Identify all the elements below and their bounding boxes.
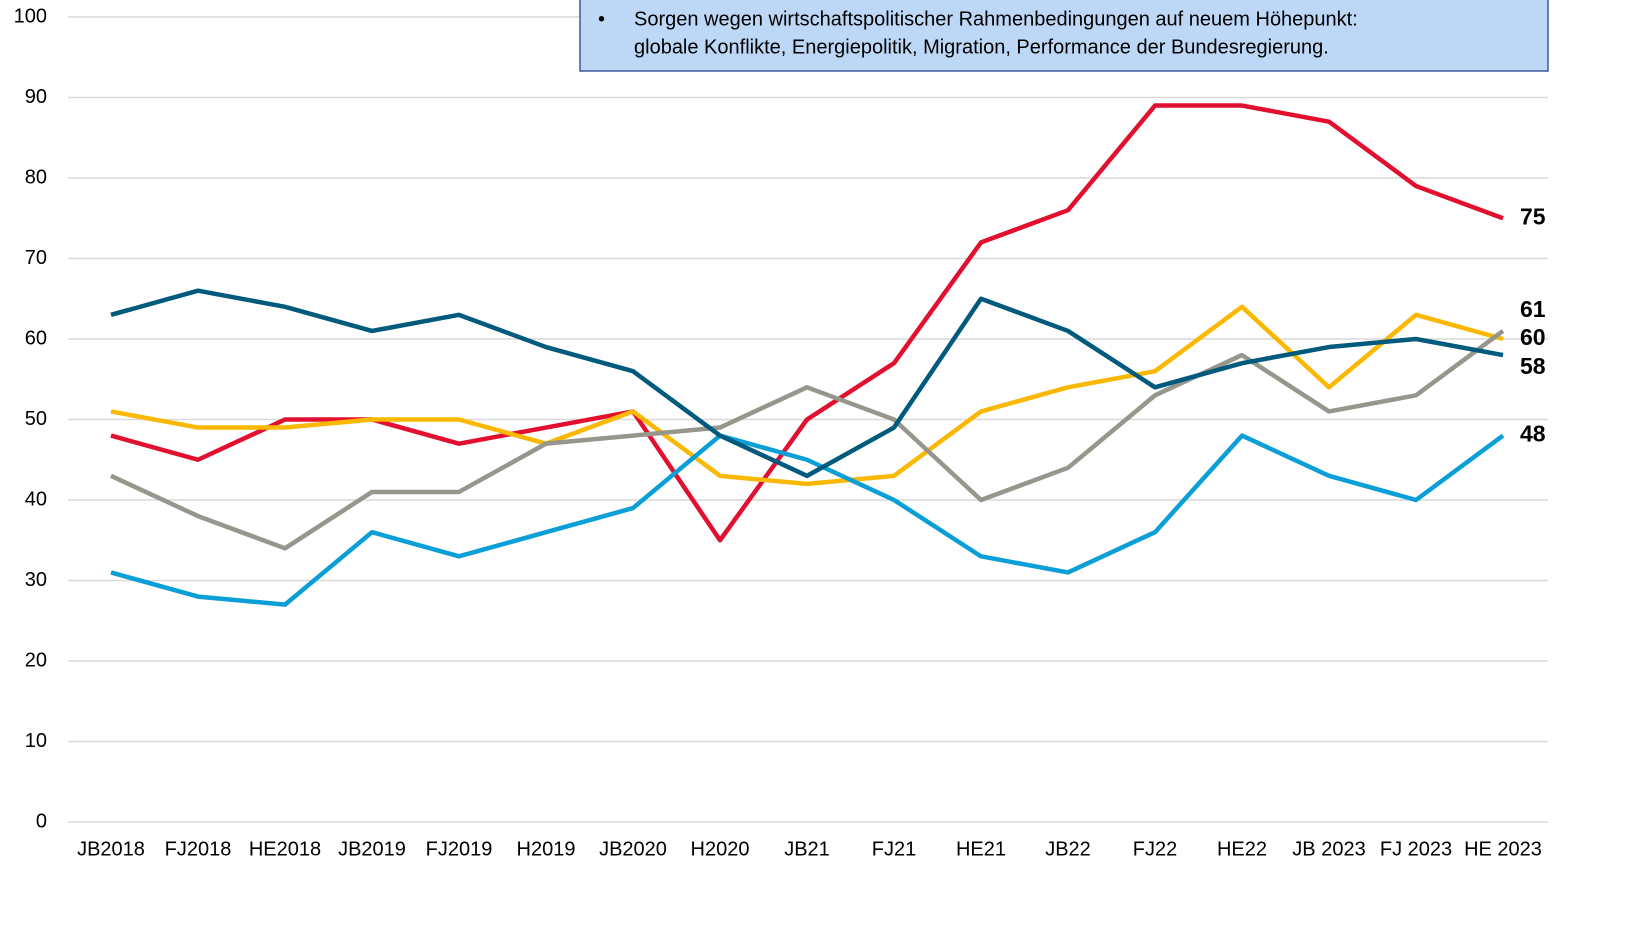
y-tick-label: 80: [25, 166, 47, 188]
end-value-label: 61: [1520, 296, 1546, 322]
x-tick-label: JB21: [784, 838, 830, 860]
x-tick-label: HE2018: [249, 838, 321, 860]
end-value-label: 48: [1520, 421, 1546, 447]
x-tick-label: JB2018: [77, 838, 145, 860]
y-tick-label: 50: [25, 408, 47, 430]
series-line: [110, 288, 1504, 479]
y-tick-label: 30: [25, 569, 47, 591]
annotation-box: [579, 0, 1549, 72]
y-tick-label: 0: [36, 810, 47, 832]
x-tick-label: H2020: [691, 838, 750, 860]
x-tick-label: JB2020: [599, 838, 667, 860]
annotation-bullet: •: [598, 8, 605, 30]
end-value-label: 58: [1520, 353, 1546, 379]
end-value-label: 60: [1520, 324, 1546, 350]
annotation-text: globale Konflikte, Energiepolitik, Migra…: [634, 36, 1329, 58]
series-line: [110, 329, 1505, 551]
y-tick-label: 10: [25, 730, 47, 752]
x-tick-label: JB 2023: [1292, 838, 1365, 860]
x-tick-label: FJ2019: [426, 838, 493, 860]
x-tick-label: FJ2018: [165, 838, 232, 860]
x-tick-label: JB2019: [338, 838, 406, 860]
x-tick-label: HE22: [1217, 838, 1267, 860]
x-tick-label: HE21: [956, 838, 1006, 860]
y-tick-label: 20: [25, 649, 47, 671]
series-line: [110, 304, 1504, 487]
y-tick-label: 100: [14, 5, 47, 27]
y-tick-label: 90: [25, 86, 47, 108]
end-value-label: 75: [1520, 203, 1546, 229]
y-tick-label: 70: [25, 247, 47, 269]
series-line: [110, 433, 1505, 607]
x-tick-label: JB22: [1045, 838, 1091, 860]
x-tick-label: H2019: [517, 838, 576, 860]
x-tick-label: FJ22: [1133, 838, 1177, 860]
series-line: [110, 103, 1504, 543]
x-tick-label: FJ21: [872, 838, 916, 860]
annotation-text: Sorgen wegen wirtschaftspolitischer Rahm…: [634, 8, 1358, 30]
y-tick-label: 60: [25, 327, 47, 349]
x-tick-label: FJ 2023: [1380, 838, 1452, 860]
x-tick-label: HE 2023: [1464, 838, 1542, 860]
y-tick-label: 40: [25, 488, 47, 510]
